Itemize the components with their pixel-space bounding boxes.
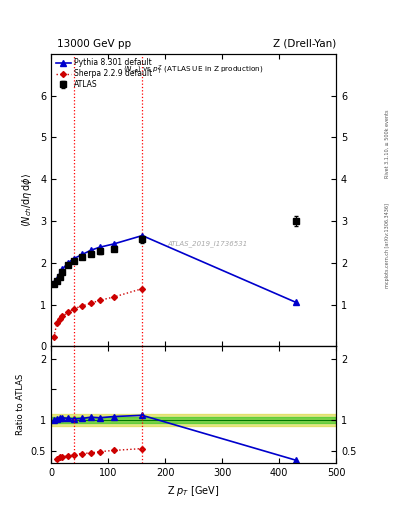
Pythia 8.301 default xyxy=(97,244,102,250)
Sherpa 2.2.9 default xyxy=(54,321,59,327)
Line: Pythia 8.301 default: Pythia 8.301 default xyxy=(51,233,299,305)
Sherpa 2.2.9 default xyxy=(72,306,76,312)
Pythia 8.301 default xyxy=(140,232,145,239)
Text: $\langle N_{ch}\rangle$ vs $p_T^Z$ (ATLAS UE in Z production): $\langle N_{ch}\rangle$ vs $p_T^Z$ (ATLA… xyxy=(123,64,264,77)
Pythia 8.301 default xyxy=(54,276,59,283)
Sherpa 2.2.9 default xyxy=(60,313,65,319)
Text: mcplots.cern.ch [arXiv:1306.3436]: mcplots.cern.ch [arXiv:1306.3436] xyxy=(385,203,390,288)
Pythia 8.301 default xyxy=(51,280,56,286)
Sherpa 2.2.9 default xyxy=(89,300,94,306)
Line: Sherpa 2.2.9 default: Sherpa 2.2.9 default xyxy=(52,287,144,339)
Sherpa 2.2.9 default xyxy=(97,297,102,304)
Pythia 8.301 default xyxy=(294,300,299,306)
Sherpa 2.2.9 default xyxy=(80,303,85,309)
Y-axis label: Ratio to ATLAS: Ratio to ATLAS xyxy=(16,374,25,436)
Pythia 8.301 default xyxy=(72,255,76,262)
Pythia 8.301 default xyxy=(57,271,62,278)
Text: ATLAS_2019_I1736531: ATLAS_2019_I1736531 xyxy=(168,241,248,247)
Pythia 8.301 default xyxy=(80,251,85,258)
Sherpa 2.2.9 default xyxy=(66,309,71,315)
Y-axis label: $\langle N_{ch}/\mathrm{d}\eta\,\mathrm{d}\phi\rangle$: $\langle N_{ch}/\mathrm{d}\eta\,\mathrm{… xyxy=(20,173,35,227)
Pythia 8.301 default xyxy=(112,241,116,247)
Sherpa 2.2.9 default xyxy=(112,294,116,300)
Bar xyxy=(51,417,336,423)
Text: 13000 GeV pp: 13000 GeV pp xyxy=(57,38,131,49)
Legend: Pythia 8.301 default, Sherpa 2.2.9 default, ATLAS: Pythia 8.301 default, Sherpa 2.2.9 defau… xyxy=(54,57,154,91)
X-axis label: Z $p_T$ [GeV]: Z $p_T$ [GeV] xyxy=(167,484,220,498)
Sherpa 2.2.9 default xyxy=(51,334,56,340)
Bar xyxy=(51,414,336,426)
Text: Rivet 3.1.10, ≥ 500k events: Rivet 3.1.10, ≥ 500k events xyxy=(385,109,390,178)
Pythia 8.301 default xyxy=(89,247,94,253)
Sherpa 2.2.9 default xyxy=(140,286,145,292)
Text: Z (Drell-Yan): Z (Drell-Yan) xyxy=(273,38,336,49)
Pythia 8.301 default xyxy=(60,266,65,272)
Pythia 8.301 default xyxy=(66,260,71,266)
Sherpa 2.2.9 default xyxy=(57,316,62,322)
